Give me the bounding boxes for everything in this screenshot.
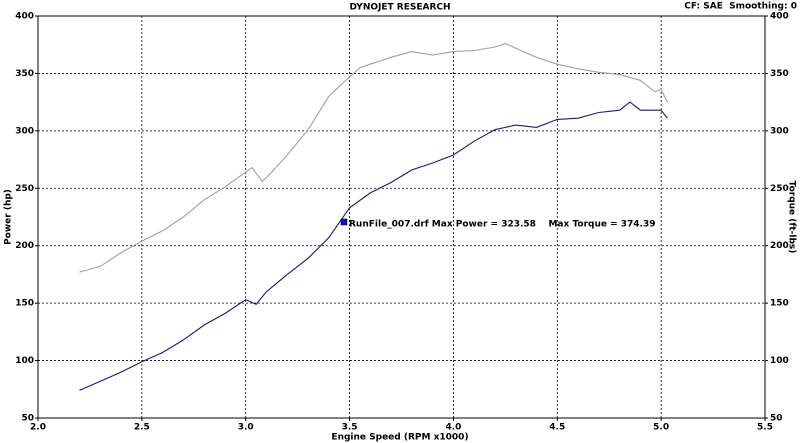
x-tick-label: 4.0 [445,423,461,433]
y-tick-label: 400 [15,12,34,22]
annotation-marker [340,218,348,226]
y-tick-label: 350 [15,69,34,79]
x-axis-title: Engine Speed (RPM x1000) [331,433,468,443]
y2-tick-label: 150 [770,299,789,309]
annotation: RunFile_007.drf Max Power = 323.58 Max T… [349,220,656,230]
y2-tick-label: 100 [770,356,789,366]
x-tick-label: 5.5 [757,423,773,433]
x-tick-label: 5.0 [653,423,669,433]
y-axis-title: Power (hp) [4,189,14,245]
y-tick-label: 50 [21,414,34,424]
y-tick-label: 250 [15,184,34,194]
series-line [79,43,668,273]
x-tick-label: 2.5 [134,423,150,433]
y2-tick-label: 50 [770,414,783,424]
y-tick-label: 100 [15,356,34,366]
y-tick-label: 200 [15,241,34,251]
chart-title: DYNOJET RESEARCH [349,3,450,13]
y2-tick-label: 400 [770,12,789,22]
x-tick-label: 3.0 [238,423,254,433]
x-tick-label: 4.5 [549,423,565,433]
y2-axis-title: Torque (ft-lbs) [787,181,797,254]
x-tick-label: 3.5 [342,423,358,433]
settings-label: CF: SAE Smoothing: 0 [684,2,797,12]
y-tick-label: 300 [15,126,34,136]
plot-frame [37,15,766,419]
y2-tick-label: 250 [770,184,789,194]
y-tick-label: 150 [15,299,34,309]
y2-tick-label: 300 [770,126,789,136]
y2-tick-label: 350 [770,69,789,79]
x-tick-label: 2.0 [30,423,46,433]
series-line [79,101,668,391]
y2-tick-label: 200 [770,241,789,251]
